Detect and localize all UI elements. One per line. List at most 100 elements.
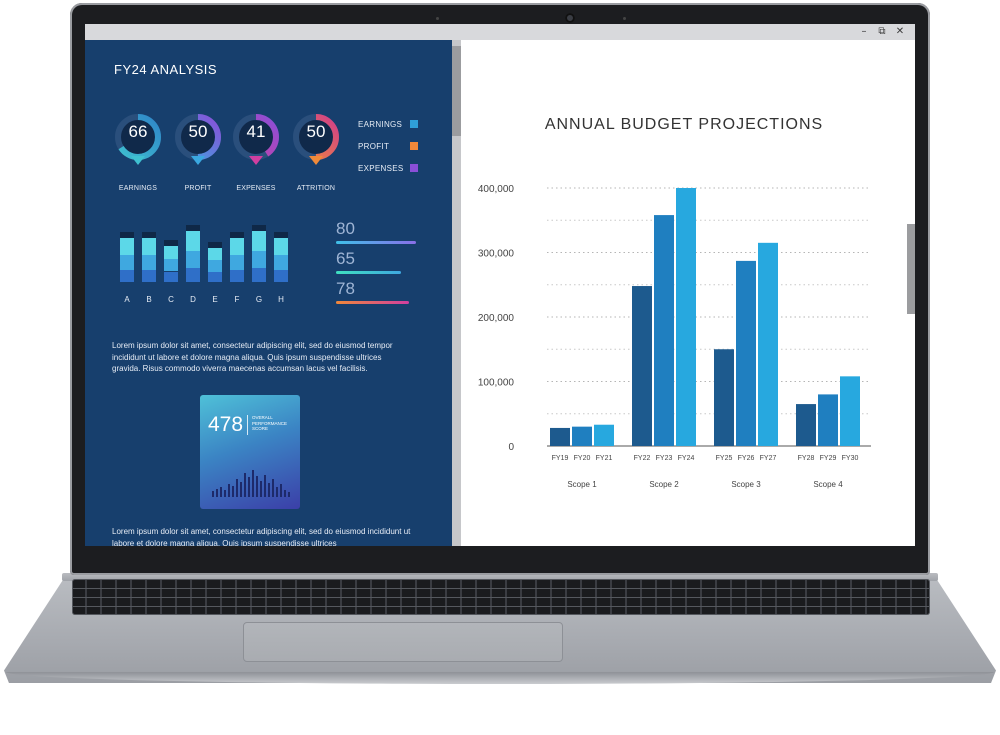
group-label: Scope 4: [813, 480, 843, 489]
minimize-button[interactable]: –: [861, 26, 867, 37]
dashboard-panel: FY24 ANALYSIS 66 EARNINGS 50 PROFIT 41 EXPENS…: [85, 40, 452, 546]
mini-bar: [230, 232, 244, 282]
mini-bar-segment: [186, 267, 200, 282]
mini-bar-segment: [274, 269, 288, 282]
bar-chart: 400,000 300,000 200,000 100,000 0 FY19 FY20 FY2…: [478, 184, 871, 489]
bar-fy26: [736, 260, 756, 446]
keyboard-row-divider: [72, 606, 930, 607]
legend-label-earnings: EARNINGS: [358, 120, 403, 129]
bar-fy19: [550, 427, 570, 446]
laptop-front-edge: [6, 672, 994, 684]
mini-bar-segment: [186, 250, 200, 268]
mini-bar-segment: [142, 254, 156, 270]
scrollbar-track[interactable]: [452, 40, 461, 546]
gauge-value: 50: [188, 122, 208, 141]
close-button[interactable]: ✕: [895, 26, 905, 37]
group-label: Scope 2: [649, 480, 679, 489]
gauge-label: EXPENSES: [236, 185, 276, 192]
bar-fy20: [572, 426, 592, 446]
card-divider: [247, 415, 248, 435]
x-tick-label: FY28: [798, 455, 815, 462]
bar-fy29: [818, 394, 838, 446]
performance-score-card: 478 OVERALL PERFORMANCE SCORE: [200, 395, 300, 509]
mini-bar-segment: [186, 225, 200, 251]
mini-bar-segment: [252, 225, 266, 251]
metric-value: 80: [336, 219, 355, 238]
sensor-dot: [623, 17, 626, 20]
mini-bar-segment: [252, 267, 266, 282]
sparkline-bars: [212, 470, 290, 497]
x-tick-label: FY27: [760, 455, 777, 462]
x-tick-label: FY19: [552, 455, 569, 462]
paragraph-text: Lorem ipsum dolor sit amet, consectetur …: [112, 341, 393, 373]
mini-bar-chart: [120, 222, 300, 282]
bar-fy30: [840, 376, 860, 446]
gauge-ring: [175, 114, 221, 165]
scrollbar-thumb[interactable]: [452, 46, 461, 136]
mini-bar-segment: [164, 258, 178, 272]
gauge-value: 41: [246, 122, 266, 141]
mini-bar-segment: [230, 254, 244, 270]
metric-bar: [336, 241, 416, 244]
gauge-arc: [233, 114, 279, 160]
restore-button[interactable]: ⧉: [878, 26, 886, 37]
mini-bar-segment: [274, 254, 288, 270]
keyboard-row-divider: [72, 588, 930, 589]
mini-bar-segment: [164, 271, 178, 282]
bar-fy27: [758, 242, 778, 446]
mini-bar: [252, 225, 266, 282]
mini-bar: [208, 241, 222, 282]
y-tick-label: 400,000: [478, 184, 515, 195]
gauge-ring: [233, 114, 279, 165]
dashboard-title: FY24 ANALYSIS: [114, 62, 218, 77]
x-tick-label: FY26: [738, 455, 755, 462]
group-label: Scope 1: [567, 480, 597, 489]
webcam-icon: [565, 13, 575, 23]
gauge-pointer: [191, 156, 205, 165]
bar-fy22: [632, 286, 652, 446]
bar-fy25: [714, 349, 734, 446]
mini-bar-label: C: [168, 295, 174, 304]
x-tick-label: FY23: [656, 455, 673, 462]
gauge-profit: 50: [173, 109, 223, 169]
mini-bar-label: E: [212, 295, 218, 304]
group-label: Scope 3: [731, 480, 761, 489]
y-tick-label: 0: [508, 442, 514, 453]
scrollbar-thumb[interactable]: [907, 224, 915, 314]
screen: – ⧉ ✕ FY24 ANALYSIS 66 EARNINGS 50 PROFIT 41…: [85, 24, 915, 546]
touchpad: [243, 622, 563, 662]
legend-swatch-profit: [410, 142, 418, 150]
gauge-earnings: 66: [113, 109, 163, 169]
x-tick-label: FY30: [842, 455, 859, 462]
mini-bar: [142, 232, 156, 282]
mini-bar-label: B: [146, 295, 152, 304]
y-tick-label: 200,000: [478, 313, 515, 324]
mini-bar-label: G: [255, 295, 263, 304]
gauge-ring: [293, 114, 339, 165]
gauge-pointer: [249, 156, 263, 165]
mini-bar-segment: [120, 254, 134, 270]
gauge-label: PROFIT: [184, 185, 212, 192]
sensor-dot: [436, 17, 439, 20]
legend-swatch-expenses: [410, 164, 418, 172]
gauge-ring: [115, 114, 161, 165]
legend-swatch-earnings: [410, 120, 418, 128]
mini-bar-segment: [120, 269, 134, 282]
gauge-pointer: [131, 156, 145, 165]
gauge-label: EARNINGS: [118, 185, 158, 192]
mini-bar-label: H: [278, 295, 284, 304]
mini-bar-segment: [252, 250, 266, 268]
metric-bar: [336, 271, 401, 274]
y-tick-label: 100,000: [478, 378, 515, 389]
bar-fy28: [796, 404, 816, 446]
mini-bar: [120, 232, 134, 282]
metric-value: 65: [336, 249, 355, 268]
gauge-pointer: [309, 156, 323, 165]
x-tick-label: FY25: [716, 455, 733, 462]
x-tick-label: FY24: [678, 455, 695, 462]
mini-bar-segment: [208, 259, 222, 272]
gauge-value: 50: [306, 122, 326, 141]
gauge-attrition: 50: [291, 109, 341, 169]
performance-score-caption: OVERALL PERFORMANCE SCORE: [252, 415, 288, 431]
window-titlebar: – ⧉ ✕: [85, 24, 915, 40]
